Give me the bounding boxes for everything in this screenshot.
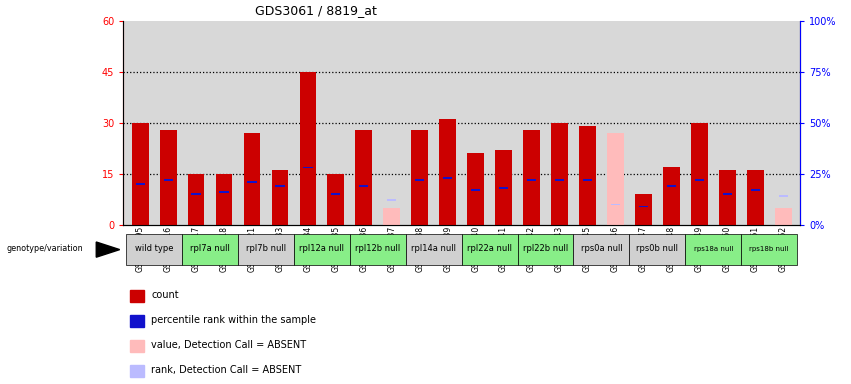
Bar (135, 183, 145, 185)
Text: rps0a null: rps0a null (580, 244, 622, 253)
Bar (747, 170, 763, 225)
FancyBboxPatch shape (350, 234, 406, 265)
Bar (276, 185, 284, 187)
Text: genotype/variation: genotype/variation (6, 244, 83, 253)
Text: rank, Detection Call = ABSENT: rank, Detection Call = ABSENT (151, 365, 301, 375)
Bar (663, 167, 680, 225)
Text: rpl22b null: rpl22b null (523, 244, 568, 253)
Text: percentile rank within the sample: percentile rank within the sample (151, 315, 317, 325)
Bar (188, 174, 204, 225)
Bar (243, 133, 260, 225)
Bar (160, 130, 176, 225)
Bar (774, 208, 791, 225)
Bar (694, 179, 704, 180)
Bar (300, 72, 317, 225)
Bar (719, 170, 735, 225)
FancyBboxPatch shape (182, 234, 238, 265)
Bar (666, 185, 676, 187)
Bar (130, 315, 145, 327)
Bar (415, 179, 425, 180)
Bar (271, 170, 288, 225)
Bar (303, 167, 312, 169)
Bar (248, 181, 257, 183)
Bar (130, 290, 145, 302)
Bar (359, 185, 368, 187)
Text: rpl12a null: rpl12a null (300, 244, 345, 253)
Bar (722, 194, 732, 195)
FancyBboxPatch shape (630, 234, 685, 265)
Text: rpl14a null: rpl14a null (411, 244, 456, 253)
Text: rpl7b null: rpl7b null (246, 244, 286, 253)
Bar (387, 199, 397, 201)
Bar (751, 189, 760, 191)
Text: rps18b null: rps18b null (750, 246, 789, 252)
FancyBboxPatch shape (238, 234, 294, 265)
Text: wild type: wild type (135, 244, 174, 253)
FancyBboxPatch shape (461, 234, 517, 265)
Text: GDS3061 / 8819_at: GDS3061 / 8819_at (255, 4, 377, 17)
FancyBboxPatch shape (406, 234, 461, 265)
Bar (579, 126, 596, 225)
Bar (639, 205, 648, 207)
FancyBboxPatch shape (685, 234, 741, 265)
Text: rps18a null: rps18a null (694, 246, 733, 252)
Text: rpl12b null: rpl12b null (355, 244, 401, 253)
Bar (191, 194, 201, 195)
Text: rpl22a null: rpl22a null (467, 244, 512, 253)
Bar (779, 195, 788, 197)
Bar (163, 179, 173, 180)
Bar (691, 123, 708, 225)
FancyBboxPatch shape (574, 234, 630, 265)
Bar (495, 150, 512, 225)
Bar (215, 174, 232, 225)
Bar (439, 119, 456, 225)
Bar (220, 191, 229, 193)
Bar (356, 130, 372, 225)
Bar (443, 177, 452, 179)
Bar (607, 133, 624, 225)
Bar (384, 208, 400, 225)
FancyBboxPatch shape (126, 234, 182, 265)
Bar (611, 204, 620, 205)
Bar (328, 174, 345, 225)
Bar (499, 187, 508, 189)
Bar (583, 179, 592, 180)
Text: count: count (151, 290, 179, 300)
Bar (132, 123, 149, 225)
Bar (130, 365, 145, 377)
Bar (555, 179, 564, 180)
FancyBboxPatch shape (741, 234, 797, 265)
Bar (551, 123, 568, 225)
Bar (635, 194, 652, 225)
FancyBboxPatch shape (517, 234, 574, 265)
Bar (523, 130, 540, 225)
Bar (130, 340, 145, 352)
Bar (527, 179, 536, 180)
Bar (411, 130, 428, 225)
Text: rps0b null: rps0b null (637, 244, 678, 253)
Bar (467, 154, 484, 225)
Bar (471, 189, 480, 191)
Text: value, Detection Call = ABSENT: value, Detection Call = ABSENT (151, 340, 306, 350)
FancyBboxPatch shape (294, 234, 350, 265)
Polygon shape (96, 242, 120, 257)
Text: rpl7a null: rpl7a null (190, 244, 230, 253)
Bar (331, 194, 340, 195)
